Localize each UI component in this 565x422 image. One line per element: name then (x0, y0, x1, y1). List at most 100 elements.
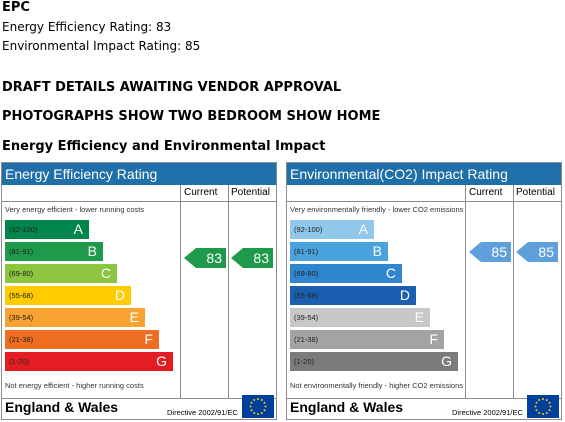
column-divider (228, 185, 229, 398)
band-letter: F (144, 331, 153, 347)
flag-star (260, 412, 263, 414)
rating-band-g: (1-20) G (5, 352, 173, 371)
section-title: Energy Efficiency and Environmental Impa… (2, 139, 326, 154)
column-potential: Potential (516, 187, 555, 198)
band-letter: B (372, 243, 382, 259)
flag-star (250, 401, 253, 404)
flag-star (542, 398, 544, 400)
column-divider (180, 185, 181, 398)
rating-band-g: (1-20) G (290, 352, 458, 371)
band-letter: A (73, 221, 83, 237)
flag-star (548, 401, 551, 404)
band-range: (81-91) (9, 247, 34, 256)
band-range: (1-20) (294, 357, 315, 366)
directive-label: Directive 2002/91/EC (452, 408, 523, 417)
column-divider (513, 185, 514, 398)
environmental-impact-chart: Environmental(CO2) Impact Rating Current… (286, 162, 562, 420)
band-letter: A (358, 221, 368, 237)
rating-band-b: (81-91) B (290, 242, 388, 261)
column-current: Current (184, 187, 218, 198)
band-letter: G (156, 353, 167, 369)
column-current: Current (469, 187, 503, 198)
band-letter: D (399, 287, 410, 303)
footer-divider (287, 398, 561, 399)
flag-star (545, 399, 548, 401)
band-range: (69-80) (294, 269, 319, 278)
england-wales-label: England & Wales (290, 399, 404, 415)
band-range: (81-91) (294, 247, 319, 256)
band-letter: F (429, 331, 438, 347)
header-divider (2, 201, 276, 202)
chart-title: Energy Efficiency Rating (2, 163, 276, 185)
band-range: (21-38) (294, 335, 319, 344)
flag-star (549, 405, 552, 408)
band-range: (55-68) (294, 291, 319, 300)
flag-star (253, 412, 256, 414)
flag-star (538, 399, 541, 401)
band-letter: B (87, 243, 97, 259)
band-letter: D (114, 287, 125, 303)
bottom-note: Not environmentally friendly - higher CO… (290, 381, 463, 390)
flag-star (253, 399, 256, 401)
bottom-note: Not energy efficient - higher running co… (5, 381, 144, 390)
column-potential: Potential (231, 187, 270, 198)
rating-band-c: (69-80) C (5, 264, 117, 283)
flag-star (257, 413, 259, 415)
rating-band-d: (55-68) D (290, 286, 416, 305)
band-range: (92-100) (294, 225, 323, 234)
england-wales-label: England & Wales (5, 399, 119, 415)
epc-heading: EPC (2, 0, 30, 15)
band-range: (1-20) (9, 357, 30, 366)
band-range: (69-80) (9, 269, 34, 278)
top-note: Very energy efficient - lower running co… (5, 205, 145, 214)
band-range: (39-54) (9, 313, 34, 322)
flag-star (257, 398, 259, 400)
eu-flag-icon (527, 395, 559, 418)
footer-divider (2, 398, 276, 399)
potential-rating-arrow: 83 (231, 248, 273, 268)
band-letter: G (441, 353, 452, 369)
rating-band-b: (81-91) B (5, 242, 103, 261)
draft-notice: DRAFT DETAILS AWAITING VENDOR APPROVAL (2, 80, 342, 95)
header-divider (287, 201, 561, 202)
flag-star (535, 401, 538, 404)
energy-efficiency-chart: Energy Efficiency Rating Current Potenti… (1, 162, 277, 420)
rating-band-e: (39-54) E (5, 308, 145, 327)
band-letter: C (100, 265, 111, 281)
flag-star (264, 405, 267, 408)
current-rating-arrow: 85 (469, 242, 511, 262)
rating-band-f: (21-38) F (5, 330, 159, 349)
environmental-impact-line: Environmental Impact Rating: 85 (2, 39, 201, 53)
flag-star (263, 409, 266, 412)
rating-band-a: (92-100) A (290, 220, 374, 239)
flag-star (542, 413, 544, 415)
band-range: (39-54) (294, 313, 319, 322)
directive-label: Directive 2002/91/EC (167, 408, 238, 417)
rating-band-d: (55-68) D (5, 286, 131, 305)
flag-star (535, 409, 538, 412)
flag-star (548, 409, 551, 412)
rating-band-c: (69-80) C (290, 264, 402, 283)
flag-star (263, 401, 266, 404)
flag-star (250, 409, 253, 412)
rating-band-e: (39-54) E (290, 308, 430, 327)
column-divider (465, 185, 466, 398)
flag-star (534, 405, 537, 408)
current-rating-arrow: 83 (184, 248, 226, 268)
rating-band-a: (92-100) A (5, 220, 89, 239)
flag-star (538, 412, 541, 414)
band-range: (21-38) (9, 335, 34, 344)
energy-efficiency-line: Energy Efficiency Rating: 83 (2, 20, 172, 34)
band-letter: E (414, 309, 424, 325)
band-letter: E (129, 309, 139, 325)
rating-band-f: (21-38) F (290, 330, 444, 349)
potential-rating-arrow: 85 (516, 242, 558, 262)
flag-star (545, 412, 548, 414)
band-letter: C (385, 265, 396, 281)
flag-star (260, 399, 263, 401)
eu-flag-icon (242, 395, 274, 418)
chart-title: Environmental(CO2) Impact Rating (287, 163, 561, 185)
flag-star (249, 405, 252, 408)
photo-notice: PHOTOGRAPHS SHOW TWO BEDROOM SHOW HOME (2, 109, 381, 124)
band-range: (92-100) (9, 225, 38, 234)
